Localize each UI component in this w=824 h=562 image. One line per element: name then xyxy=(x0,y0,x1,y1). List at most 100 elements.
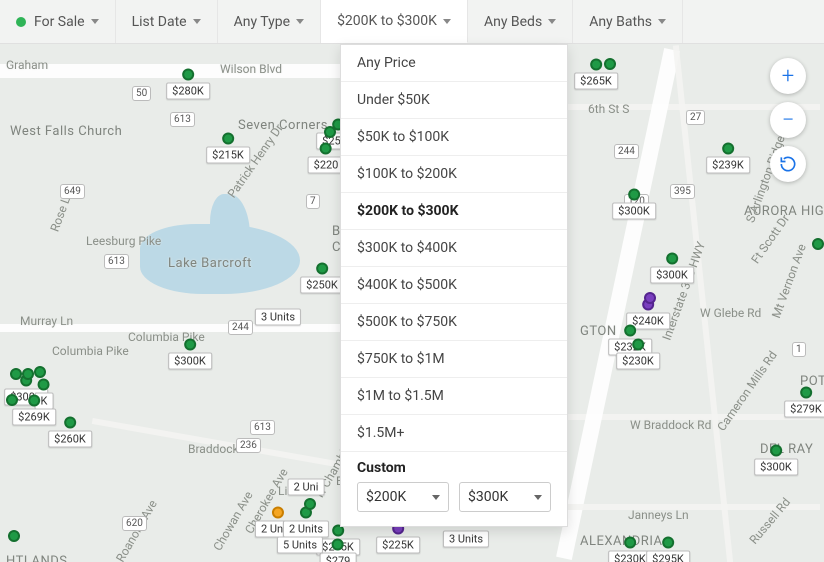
marker-listing[interactable]: $300K xyxy=(168,339,212,370)
marker-label: $250K xyxy=(300,277,344,294)
marker-dot-icon xyxy=(28,395,40,407)
marker-listing[interactable]: 2 Units xyxy=(283,507,329,538)
zoom-controls: + − xyxy=(770,58,806,182)
marker-dot-icon xyxy=(316,263,328,275)
filter-status[interactable]: For Sale xyxy=(0,0,116,43)
marker-listing[interactable] xyxy=(22,368,34,380)
place-label: West Falls Church xyxy=(10,124,122,139)
marker-label: $295K xyxy=(646,551,690,562)
price-option[interactable]: Under $50K xyxy=(341,82,567,119)
price-option[interactable]: $50K to $100K xyxy=(341,119,567,156)
place-label: Russell Rd xyxy=(747,495,794,547)
place-label: Mt Vernon Ave xyxy=(769,242,809,320)
custom-label: Custom xyxy=(341,452,567,482)
marker-cluster[interactable]: 3 Units xyxy=(255,307,301,326)
filter-beds-label: Any Beds xyxy=(484,14,542,30)
place-label: Leesburg Pike xyxy=(86,234,161,248)
caret-icon xyxy=(432,495,440,500)
caret-icon xyxy=(443,19,451,24)
marker-listing[interactable] xyxy=(324,126,336,138)
route-shield: 50 xyxy=(132,86,151,101)
marker-label: 3 Units xyxy=(255,309,301,326)
marker-dot-icon xyxy=(590,59,602,71)
marker-label: $230K xyxy=(616,353,660,370)
custom-min-value: $200K xyxy=(366,489,406,505)
marker-cluster[interactable]: 2 Uni xyxy=(288,477,325,496)
marker-dot-icon xyxy=(182,69,194,81)
price-option[interactable]: $1.5M+ xyxy=(341,415,567,452)
filter-type[interactable]: Any Type xyxy=(218,0,321,43)
filter-beds[interactable]: Any Beds xyxy=(468,0,573,43)
route-shield: 649 xyxy=(60,184,85,199)
marker-listing[interactable] xyxy=(604,58,616,70)
marker-listing[interactable]: $279K xyxy=(784,387,824,418)
caret-icon xyxy=(91,19,99,24)
marker-label: 3 Units xyxy=(443,531,489,548)
place-label: Lake Barcroft xyxy=(168,256,252,271)
price-option[interactable]: $500K to $750K xyxy=(341,304,567,341)
price-option[interactable]: $1M to $1.5M xyxy=(341,378,567,415)
marker-listing[interactable] xyxy=(6,394,18,406)
marker-listing[interactable]: $225K xyxy=(376,523,420,554)
marker-listing[interactable]: $260K xyxy=(48,417,92,448)
marker-label: $300K xyxy=(168,353,212,370)
marker-label: $279K xyxy=(784,401,824,418)
route-shield: 244 xyxy=(228,320,253,335)
marker-listing[interactable]: $280K xyxy=(166,69,210,100)
place-label: Columbia Pike xyxy=(52,344,129,358)
filter-status-label: For Sale xyxy=(34,14,85,30)
custom-max-select[interactable]: $300K xyxy=(459,482,551,512)
marker-label: $220 xyxy=(308,157,345,174)
price-option[interactable]: Any Price xyxy=(341,45,567,82)
place-label: Graham xyxy=(6,58,48,72)
zoom-out-button[interactable]: − xyxy=(770,102,806,138)
price-option[interactable]: $400K to $500K xyxy=(341,267,567,304)
zoom-in-button[interactable]: + xyxy=(770,58,806,94)
marker-cluster[interactable]: 3 Units xyxy=(443,529,489,548)
filter-baths-label: Any Baths xyxy=(589,14,652,30)
place-label: Wilson Blvd xyxy=(220,62,282,76)
marker-cluster[interactable]: 5 Units xyxy=(277,535,323,554)
custom-min-select[interactable]: $200K xyxy=(357,482,449,512)
marker-listing[interactable]: $230K xyxy=(616,339,660,370)
filter-list-date[interactable]: List Date xyxy=(116,0,218,43)
marker-dot-icon xyxy=(812,238,824,250)
marker-listing[interactable]: $215K xyxy=(206,133,250,164)
price-dropdown: Any PriceUnder $50K$50K to $100K$100K to… xyxy=(340,44,568,527)
place-label: W Braddock Rd xyxy=(630,418,711,432)
marker-listing[interactable]: $250K xyxy=(300,263,344,294)
marker-label: $260K xyxy=(48,431,92,448)
marker-listing[interactable]: $295K xyxy=(646,537,690,562)
filter-baths[interactable]: Any Baths xyxy=(573,0,683,43)
marker-dot-icon xyxy=(624,537,636,549)
caret-icon xyxy=(548,19,556,24)
place-label: 6th St S xyxy=(588,102,629,116)
marker-dot-icon xyxy=(722,143,734,155)
marker-dot-icon xyxy=(332,539,344,551)
rotate-button[interactable] xyxy=(770,146,806,182)
marker-listing[interactable] xyxy=(34,366,46,378)
marker-listing[interactable]: $279 xyxy=(320,539,357,562)
marker-dot-icon xyxy=(8,530,20,542)
place-label: Murray Ln xyxy=(20,314,73,328)
price-option[interactable]: $100K to $200K xyxy=(341,156,567,193)
marker-listing[interactable] xyxy=(812,238,824,250)
marker-dot-icon xyxy=(624,325,636,337)
marker-listing[interactable] xyxy=(10,368,22,380)
marker-label: $280K xyxy=(166,83,210,100)
marker-listing[interactable]: $300K xyxy=(754,445,798,476)
marker-listing[interactable]: $300K xyxy=(612,189,656,220)
marker-listing[interactable]: $220 xyxy=(308,143,345,174)
price-option[interactable]: $200K to $300K xyxy=(341,193,567,230)
price-option[interactable]: $300K to $400K xyxy=(341,230,567,267)
marker-listing[interactable] xyxy=(644,292,656,304)
price-option[interactable]: $750K to $1M xyxy=(341,341,567,378)
marker-listing[interactable]: $300K xyxy=(650,253,694,284)
marker-listing[interactable] xyxy=(8,530,20,542)
marker-dot-icon xyxy=(628,189,640,201)
marker-listing[interactable]: $239K xyxy=(706,143,750,174)
marker-listing[interactable] xyxy=(304,498,316,510)
filter-price[interactable]: $200K to $300K xyxy=(321,0,468,43)
marker-label: $300K xyxy=(612,203,656,220)
marker-dot-icon xyxy=(320,143,332,155)
